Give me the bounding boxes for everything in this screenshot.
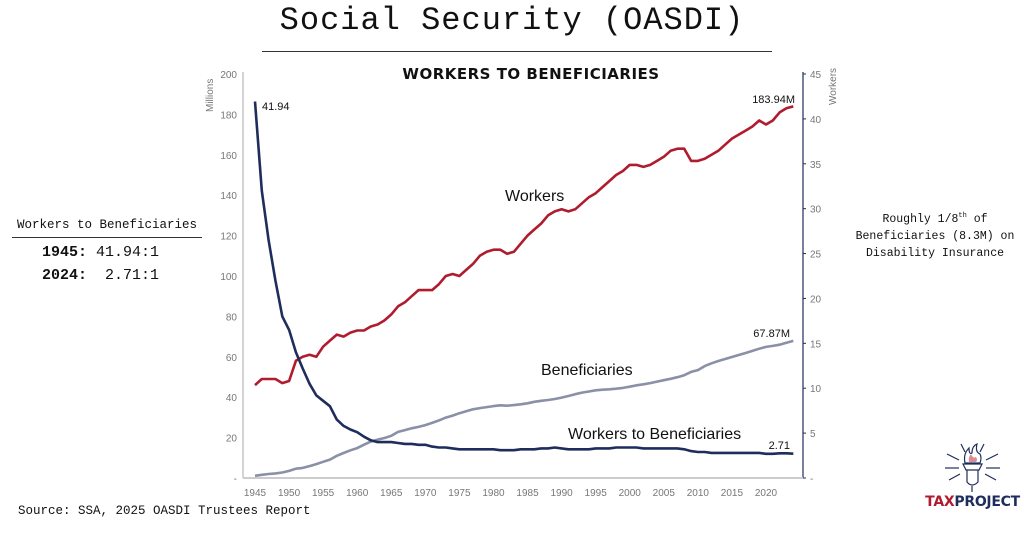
y2-tick-label: 45 (810, 70, 822, 81)
x-tick-label: 1990 (550, 488, 573, 499)
beneficiaries-end-label: 67.87M (753, 328, 790, 340)
ratio-summary-heading: Workers to Beneficiaries (12, 218, 202, 238)
note-sup: th (958, 212, 967, 220)
ratio-start-label: 41.94 (262, 101, 290, 113)
y2-tick-label: 10 (810, 384, 822, 395)
y-tick-label: 60 (226, 353, 238, 364)
y-tick-label: 40 (226, 393, 238, 404)
x-tick-label: 2010 (687, 488, 710, 499)
note-text: Roughly 1/8 (882, 212, 959, 226)
x-tick-label: 2005 (653, 488, 676, 499)
source-note: Source: SSA, 2025 OASDI Trustees Report (18, 504, 311, 518)
y-tick-label: 160 (220, 151, 237, 162)
beneficiaries-line (254, 339, 794, 478)
y2-tick-label: 15 (810, 339, 822, 350)
x-tick-label: 1950 (278, 488, 301, 499)
y-tick-label: 200 (220, 70, 237, 81)
y2-tick-label: 30 (810, 205, 822, 216)
torch-icon (945, 443, 1000, 492)
workers-line (254, 105, 794, 387)
y2-tick-label: - (810, 474, 813, 485)
y-tick-label: 20 (226, 434, 238, 445)
y-tick-label: 180 (220, 110, 237, 121)
workers-series-label: Workers (505, 188, 564, 205)
logo-text-project: PROJECT (954, 494, 1020, 510)
ratio-series-label: Workers to Beneficiaries (568, 426, 741, 443)
y-tick-label: 100 (220, 272, 237, 283)
disability-note: Roughly 1/8th of Beneficiaries (8.3M) on… (850, 208, 1020, 262)
ratio-end-label: 2.71 (769, 440, 790, 452)
y2-tick-label: 5 (810, 429, 816, 440)
ratio-row-2024: 2024: 2.71:1 (12, 267, 202, 284)
x-tick-label: 2020 (755, 488, 778, 499)
beneficiaries-series-label: Beneficiaries (541, 362, 633, 379)
x-tick-label: 1970 (414, 488, 437, 499)
y2-tick-label: 25 (810, 250, 822, 261)
x-tick-label: 1965 (380, 488, 403, 499)
chart-title: WORKERS TO BENEFICIARIES (402, 65, 659, 83)
x-tick-label: 1960 (346, 488, 369, 499)
ratio-year: 1945: (42, 244, 88, 261)
x-tick-label: 1955 (312, 488, 335, 499)
page-title: Social Security (OASDI) (279, 2, 745, 39)
ratio-row-1945: 1945: 41.94:1 (12, 244, 202, 261)
x-tick-label: 1975 (448, 488, 471, 499)
x-tick-label: 1980 (482, 488, 505, 499)
y2-tick-label: 20 (810, 294, 822, 305)
note-text: of (966, 212, 988, 226)
x-tick-label: 1945 (244, 488, 267, 499)
ratio-year: 2024: (42, 267, 88, 284)
x-tick-label: 1985 (516, 488, 539, 499)
x-tick-label: 2000 (619, 488, 642, 499)
y-tick-label: - (234, 474, 237, 485)
tax-project-logo: TAXPROJECT (925, 440, 1020, 516)
y2-axis-label: Workers (828, 68, 839, 105)
ratio-line (253, 101, 794, 456)
ratio-summary: Workers to Beneficiaries 1945: 41.94:1 2… (12, 218, 202, 284)
title-divider (262, 51, 772, 52)
y-axis-label: Millions (205, 79, 216, 112)
ratio-value: 41.94:1 (87, 244, 160, 261)
y2-tick-label: 40 (810, 115, 822, 126)
ratio-value: 2.71:1 (87, 267, 160, 284)
logo-text-tax: TAX (925, 494, 955, 510)
y-tick-label: 140 (220, 191, 237, 202)
workers-end-label: 183.94M (752, 94, 795, 106)
logo-wordmark: TAXPROJECT (925, 494, 1020, 510)
note-text: Beneficiaries (8.3M) on (855, 229, 1015, 243)
note-text: Disability Insurance (865, 246, 1005, 260)
x-tick-label: 2015 (721, 488, 744, 499)
y-tick-label: 120 (220, 232, 237, 243)
x-tick-label: 1995 (585, 488, 608, 499)
y2-tick-label: 35 (810, 160, 822, 171)
y-tick-label: 80 (226, 312, 238, 323)
